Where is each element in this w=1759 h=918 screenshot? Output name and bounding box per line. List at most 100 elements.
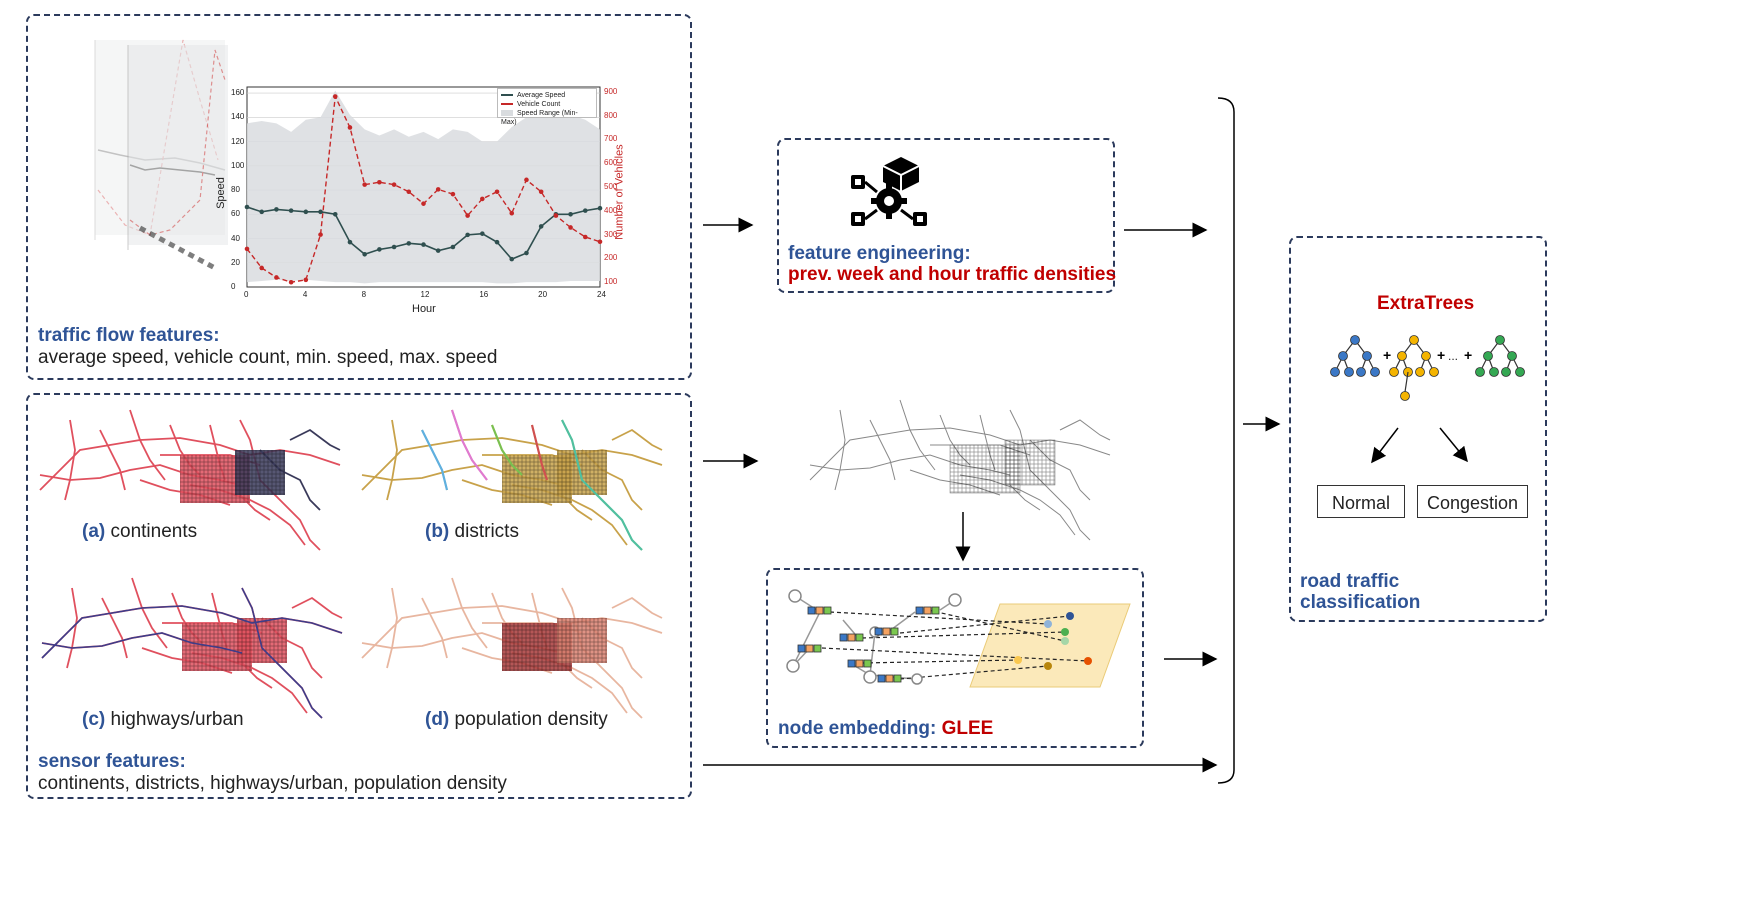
tree-node bbox=[1429, 367, 1439, 377]
y-tick-label: 120 bbox=[231, 136, 245, 146]
map-road bbox=[99, 429, 126, 491]
y-tick-label: 160 bbox=[231, 88, 245, 98]
map-districts bbox=[361, 409, 663, 551]
vehicle-count-point bbox=[421, 201, 426, 206]
legend-label: Speed Range (Min-Max) bbox=[501, 110, 578, 126]
map-road bbox=[421, 597, 448, 659]
graph-road bbox=[869, 419, 896, 481]
traffic-chart bbox=[244, 86, 603, 288]
map-road bbox=[101, 597, 128, 659]
y2-tick-label: 300 bbox=[604, 229, 618, 239]
average-speed-point bbox=[494, 239, 500, 245]
class-congestion-box: Congestion bbox=[1417, 485, 1528, 518]
highway-road bbox=[241, 587, 323, 719]
y-tick-label: 140 bbox=[231, 112, 245, 122]
decision-tree bbox=[1475, 335, 1525, 377]
tree-node bbox=[1421, 351, 1431, 361]
feature-vector-cell bbox=[874, 627, 883, 636]
y-tick-label: 20 bbox=[231, 257, 240, 267]
graph-road bbox=[809, 427, 1111, 481]
feature-engineering-box bbox=[777, 138, 1115, 293]
highway-road bbox=[41, 632, 243, 654]
feature-vector-cell bbox=[823, 606, 832, 615]
tree-node bbox=[1356, 367, 1366, 377]
average-speed-point bbox=[480, 231, 485, 236]
decision-tree bbox=[1330, 335, 1380, 377]
vehicle-count-point bbox=[288, 279, 294, 285]
tree-node bbox=[1338, 351, 1348, 361]
vehicle-count-point bbox=[465, 213, 470, 218]
tree-node bbox=[1507, 351, 1517, 361]
tree-node bbox=[1409, 335, 1419, 345]
average-speed-point bbox=[391, 244, 397, 250]
vehicle-count-point bbox=[450, 191, 456, 197]
feature-vector-cell bbox=[915, 606, 924, 615]
class-normal-box: Normal bbox=[1317, 485, 1405, 518]
map-road bbox=[129, 409, 166, 481]
sensor-features-title: sensor features: bbox=[38, 751, 186, 772]
traffic-flow-box bbox=[26, 14, 692, 380]
tree-node bbox=[1415, 367, 1425, 377]
legend-swatch bbox=[501, 110, 513, 117]
map-road bbox=[64, 419, 76, 501]
average-speed-point bbox=[568, 211, 573, 217]
feature-vector-cell bbox=[882, 627, 891, 636]
faded-chart-2 bbox=[127, 45, 228, 271]
average-speed-point bbox=[244, 204, 250, 210]
y2-tick-label: 900 bbox=[604, 86, 618, 96]
average-speed-point bbox=[318, 209, 323, 215]
map-road bbox=[611, 596, 663, 619]
feature-vector-cell bbox=[931, 606, 940, 615]
y2-tick-label: 500 bbox=[604, 182, 618, 191]
extratrees-icon: + + + bbox=[1330, 335, 1525, 401]
vehicle-count-point bbox=[435, 187, 441, 192]
vehicle-count-point bbox=[406, 189, 412, 195]
vehicle-count-point bbox=[597, 239, 603, 245]
chart-legend: Average Speed Vehicle Count Speed Range (M… bbox=[497, 88, 597, 126]
y2-tick-label: 700 bbox=[604, 134, 618, 144]
tree-node bbox=[1400, 391, 1410, 401]
map-road bbox=[289, 428, 341, 451]
tree-node bbox=[1489, 367, 1499, 377]
average-speed-point bbox=[435, 248, 441, 253]
y2-tick-label: 600 bbox=[604, 158, 618, 168]
average-speed-point bbox=[582, 208, 588, 213]
district-road bbox=[561, 419, 643, 551]
vehicle-count-point bbox=[391, 182, 397, 187]
plus-sign: + bbox=[1464, 347, 1472, 363]
feature-vector-cell bbox=[847, 633, 856, 642]
tree-node bbox=[1515, 367, 1525, 377]
plus-sign: + bbox=[1383, 347, 1391, 363]
tree-node bbox=[1501, 367, 1511, 377]
vehicle-count-point bbox=[553, 213, 559, 218]
vehicle-count-point bbox=[332, 94, 338, 99]
vehicle-count-point bbox=[568, 225, 573, 230]
feature-vector-cell bbox=[807, 606, 816, 615]
map-dense-grid bbox=[557, 450, 607, 495]
vehicle-count-point bbox=[494, 189, 500, 195]
classification-title-2: classification bbox=[1300, 592, 1421, 613]
map-population-density bbox=[361, 577, 663, 719]
vehicle-count-point bbox=[347, 125, 353, 130]
average-speed-point bbox=[288, 208, 294, 213]
feature-vector-cell bbox=[877, 674, 886, 683]
arrow-to-normal bbox=[1371, 427, 1399, 464]
x-tick-label: 16 bbox=[479, 290, 489, 299]
average-speed-point bbox=[465, 232, 470, 238]
average-speed-point bbox=[597, 205, 603, 211]
vehicle-count-point bbox=[244, 246, 250, 252]
average-speed-point bbox=[509, 256, 515, 262]
decision-tree bbox=[1389, 335, 1439, 377]
average-speed-point bbox=[347, 239, 353, 245]
y-tick-label: 0 bbox=[231, 282, 236, 291]
map-caption-c: (c) highways/urban bbox=[82, 709, 244, 730]
tree-node bbox=[1389, 367, 1399, 377]
sensor-maps bbox=[39, 409, 663, 719]
tree-node bbox=[1344, 367, 1354, 377]
map-dense-grid bbox=[557, 618, 607, 663]
y2-tick-label: 200 bbox=[604, 253, 618, 263]
highway-road bbox=[41, 605, 343, 659]
embedding-illustration bbox=[786, 589, 1131, 688]
vehicle-count-point bbox=[259, 265, 265, 271]
feature-vector-cell bbox=[839, 633, 848, 642]
